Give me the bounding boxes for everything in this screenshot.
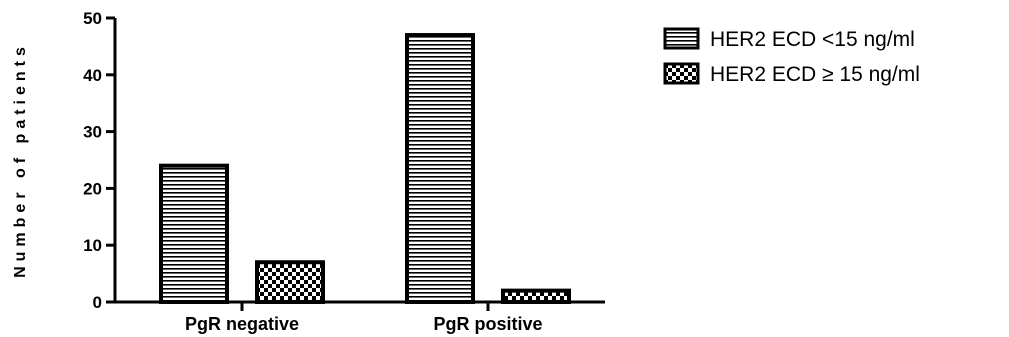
y-tick-label: 20 <box>83 179 102 198</box>
legend-swatch-2 <box>663 62 700 85</box>
bar-1-2 <box>405 33 475 304</box>
y-axis-label: Number of patients <box>12 42 29 278</box>
legend: HER2 ECD <15 ng/ml HER2 ECD ≥ 15 ng/ml <box>663 27 920 86</box>
x-category-label: PgR negative <box>185 314 299 334</box>
legend-label-1: HER2 ECD <15 ng/ml <box>710 28 915 51</box>
y-ticks: 0 10 20 30 40 50 <box>83 9 115 312</box>
y-tick-label: 0 <box>93 293 102 312</box>
x-category-label: PgR positive <box>433 314 542 334</box>
y-axis-label-group: Number of patients <box>12 42 29 278</box>
bars <box>159 33 571 305</box>
y-tick-label: 10 <box>83 236 102 255</box>
legend-swatch-1 <box>663 27 700 50</box>
legend-label-2: HER2 ECD ≥ 15 ng/ml <box>710 63 920 86</box>
bar-2-2 <box>501 288 571 305</box>
y-tick-label: 30 <box>83 123 102 142</box>
bar-1-1 <box>159 163 229 304</box>
y-tick-label: 40 <box>83 66 102 85</box>
x-labels: PgR negative PgR positive <box>185 302 543 334</box>
bar-2-1 <box>255 260 325 304</box>
y-tick-label: 50 <box>83 9 102 28</box>
